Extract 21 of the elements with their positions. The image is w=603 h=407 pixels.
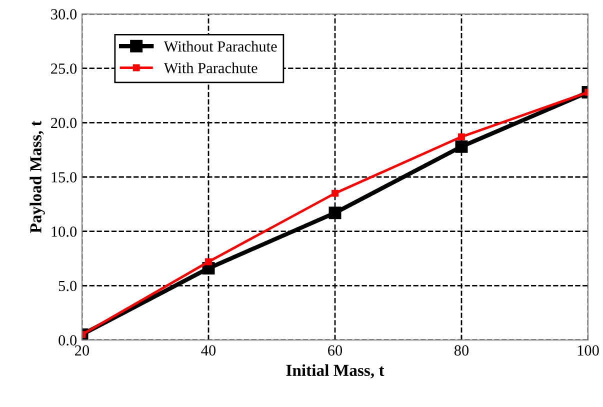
x-tick-label: 60 [328, 345, 342, 356]
x-axis-title: Initial Mass, t [286, 364, 384, 378]
y-tick-label: 5.0 [58, 280, 77, 292]
point [458, 133, 465, 140]
legend-label: With Parachute [164, 62, 258, 74]
y-tick-label: 20.0 [51, 118, 77, 128]
x-tick-label: 20 [75, 345, 90, 356]
x-tick-label: 80 [454, 345, 469, 356]
x-tick-label: 100 [578, 345, 599, 356]
point [328, 206, 342, 220]
point [455, 140, 468, 153]
legend-label: Without Parachute [164, 40, 277, 52]
y-tick-label: 15.0 [52, 172, 77, 183]
y-tick-label: 30.0 [51, 9, 77, 20]
y-axis-title: Payload Mass, t [30, 120, 45, 233]
y-tick-label: 0.0 [58, 335, 77, 346]
point [332, 190, 338, 197]
point [205, 258, 212, 266]
y-tick-label: 10.0 [52, 226, 77, 237]
y-tick-label: 25.0 [51, 63, 77, 74]
x-tick-label: 40 [201, 345, 216, 356]
